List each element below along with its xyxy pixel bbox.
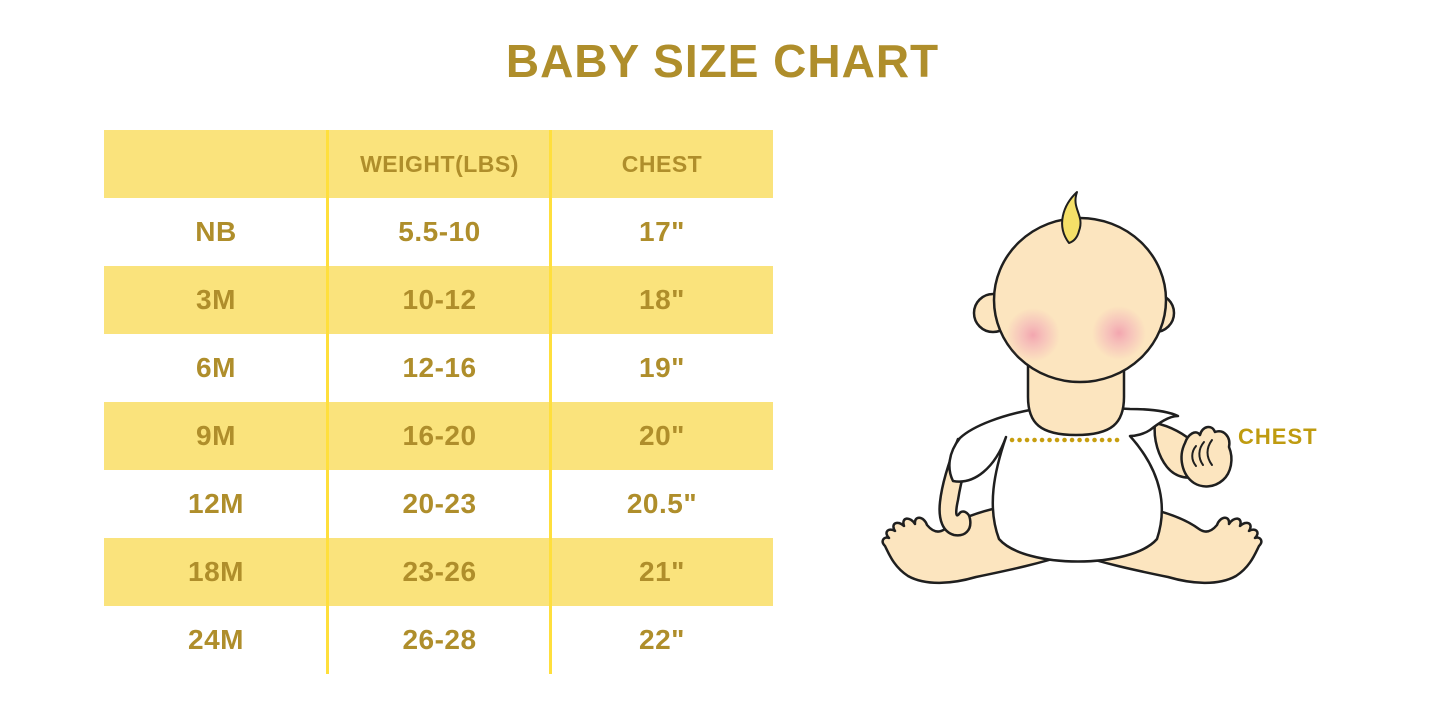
size-cell: 3M — [196, 284, 236, 315]
table-row: 9M 16-20 20" — [104, 402, 773, 470]
size-cell: 18M — [188, 556, 244, 587]
table-row: NB 5.5-10 17" — [104, 198, 773, 266]
page-title: BABY SIZE CHART — [505, 35, 940, 87]
column-header-size — [104, 130, 328, 198]
baby-blush-right — [1092, 306, 1146, 360]
column-divider — [326, 130, 329, 674]
chest-cell: 17" — [639, 216, 685, 247]
weight-cell: 12-16 — [402, 352, 477, 383]
baby-illustration — [872, 185, 1332, 630]
table-row: 18M 23-26 21" — [104, 538, 773, 606]
chest-label: CHEST — [1238, 424, 1318, 449]
table-row: 3M 10-12 18" — [104, 266, 773, 334]
size-cell: 24M — [188, 624, 244, 655]
chest-cell: 21" — [639, 556, 685, 587]
table-row: 12M 20-23 20.5" — [104, 470, 773, 538]
baby-drawing — [881, 191, 1263, 585]
weight-cell: 20-23 — [402, 488, 477, 519]
baby-shirt-body — [948, 406, 1180, 563]
chest-cell: 20.5" — [626, 488, 698, 519]
column-header-chest: CHEST — [621, 150, 703, 177]
chest-cell: 19" — [639, 352, 685, 383]
weight-cell: 10-12 — [402, 284, 477, 315]
size-cell: 12M — [188, 488, 244, 519]
table-row: 6M 12-16 19" — [104, 334, 773, 402]
table-row: 24M 26-28 22" — [104, 606, 773, 674]
baby-blush-left — [1006, 308, 1060, 362]
chest-cell: 20" — [639, 420, 685, 451]
size-cell: 9M — [196, 420, 236, 451]
size-cell: 6M — [196, 352, 236, 383]
chest-cell: 22" — [639, 624, 685, 655]
baby-fist — [1180, 425, 1233, 488]
column-header-weight: WEIGHT(LBS) — [360, 150, 519, 177]
size-cell: NB — [195, 216, 237, 247]
size-table: WEIGHT(LBS) CHEST NB 5.5-10 17" 3M 10-12… — [104, 130, 773, 674]
chest-cell: 18" — [639, 284, 685, 315]
weight-cell: 23-26 — [402, 556, 477, 587]
weight-cell: 5.5-10 — [398, 216, 481, 247]
column-divider — [549, 130, 552, 674]
baby-hair-curl — [1061, 191, 1082, 244]
table-header-row: WEIGHT(LBS) CHEST — [104, 130, 773, 198]
weight-cell: 16-20 — [402, 420, 477, 451]
weight-cell: 26-28 — [402, 624, 477, 655]
